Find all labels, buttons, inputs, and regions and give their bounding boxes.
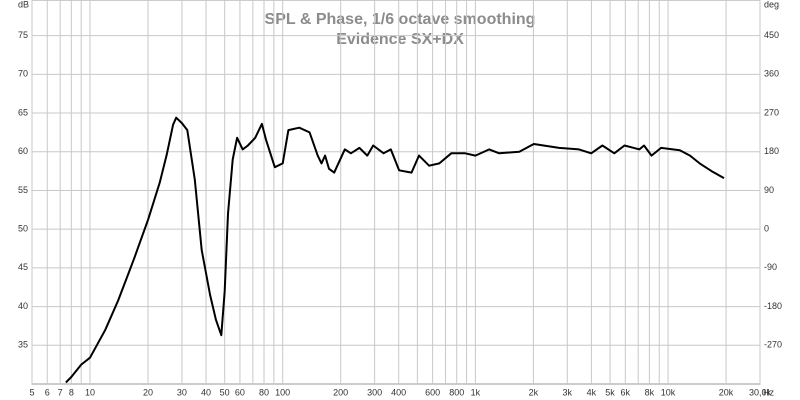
x-tick-label: 30 — [177, 387, 187, 397]
y-tick-label: 75 — [18, 30, 28, 40]
y2-tick-label: -90 — [764, 262, 777, 272]
x-tick-label: 20k — [719, 387, 734, 397]
chart-subtitle: Evidence SX+DX — [336, 31, 464, 48]
x-tick-label: 30,0k — [749, 387, 772, 397]
y2-tick-label: 270 — [764, 107, 779, 117]
x-tick-label: 1k — [471, 387, 481, 397]
x-tick-label: 20 — [143, 387, 153, 397]
y2-tick-label: -270 — [764, 340, 782, 350]
y-tick-label: 60 — [18, 146, 28, 156]
y-tick-label: 35 — [18, 340, 28, 350]
x-tick-label: 40 — [201, 387, 211, 397]
x-tick-label: 6k — [621, 387, 631, 397]
y-tick-label: 70 — [18, 69, 28, 79]
x-tick-label: 10k — [661, 387, 676, 397]
y-tick-label: 50 — [18, 224, 28, 234]
y-tick-label: 45 — [18, 262, 28, 272]
chart-title: SPL & Phase, 1/6 octave smoothing — [265, 11, 536, 28]
y-unit: dB — [18, 0, 29, 9]
x-tick-label: 600 — [425, 387, 440, 397]
x-tick-label: 4k — [587, 387, 597, 397]
x-tick-label: 5 — [29, 387, 34, 397]
x-tick-label: 3k — [563, 387, 573, 397]
x-tick-label: 2k — [529, 387, 539, 397]
x-tick-label: 300 — [367, 387, 382, 397]
y2-tick-label: 360 — [764, 69, 779, 79]
x-tick-label: 60 — [235, 387, 245, 397]
plot-area — [31, 0, 761, 385]
x-tick-label: 50 — [220, 387, 230, 397]
x-tick-label: 400 — [391, 387, 406, 397]
y2-tick-label: 450 — [764, 30, 779, 40]
y2-unit: deg — [764, 0, 779, 9]
y2-tick-label: -180 — [764, 301, 782, 311]
x-tick-label: 8 — [69, 387, 74, 397]
x-unit: Hz — [763, 387, 774, 397]
spl-line — [65, 116, 725, 384]
x-tick-label: 80 — [259, 387, 269, 397]
y2-tick-label: 0 — [764, 224, 769, 234]
y2-tick-label: 90 — [764, 185, 774, 195]
x-tick-label: 10 — [85, 387, 95, 397]
y-tick-label: 65 — [18, 107, 28, 117]
x-tick-label: 5k — [605, 387, 615, 397]
x-tick-label: 7 — [58, 387, 63, 397]
x-tick-label: 6 — [45, 387, 50, 397]
x-tick-label: 8k — [645, 387, 655, 397]
x-tick-label: 100 — [275, 387, 290, 397]
y-tick-label: 55 — [18, 185, 28, 195]
y2-tick-label: 180 — [764, 146, 779, 156]
y-tick-label: 40 — [18, 301, 28, 311]
x-tick-label: 200 — [333, 387, 348, 397]
x-tick-label: 800 — [449, 387, 464, 397]
